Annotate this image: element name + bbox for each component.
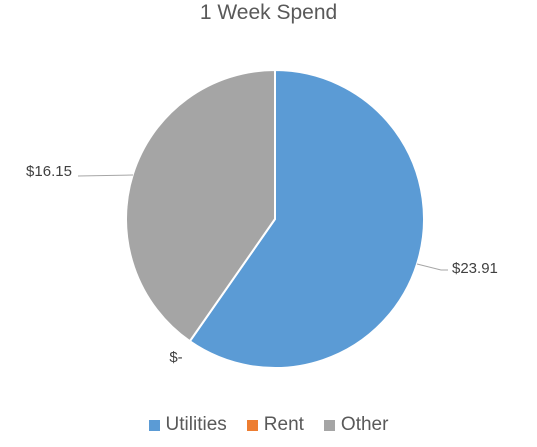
legend-label-other: Other (340, 414, 389, 435)
legend-item-other: Other (323, 414, 389, 436)
chart-title: 1 Week Spend (199, 1, 338, 24)
legend-swatch-utilities (148, 419, 160, 431)
leader-line-utilities (416, 263, 448, 271)
data-label-rent: $- (169, 349, 182, 366)
pie-slice-other (125, 68, 276, 343)
pie-slice-utilities (188, 68, 425, 369)
data-labels: $23.91 $- $16.15 (26, 163, 498, 366)
pie-slices (125, 68, 425, 369)
legend-item-rent: Rent (246, 414, 304, 436)
pie-chart: $23.91 $- $16.15 (26, 68, 498, 369)
legend: Utilities Rent Other (0, 414, 537, 436)
legend-label-rent: Rent (263, 414, 304, 435)
data-label-utilities: $23.91 (452, 260, 498, 277)
legend-label-utilities: Utilities (165, 414, 227, 435)
legend-swatch-rent (246, 419, 258, 431)
data-label-other: $16.15 (26, 163, 72, 180)
legend-swatch-other (323, 419, 335, 431)
legend-item-utilities: Utilities (148, 414, 227, 436)
leader-line-other (77, 174, 134, 177)
leader-lines (77, 174, 448, 271)
